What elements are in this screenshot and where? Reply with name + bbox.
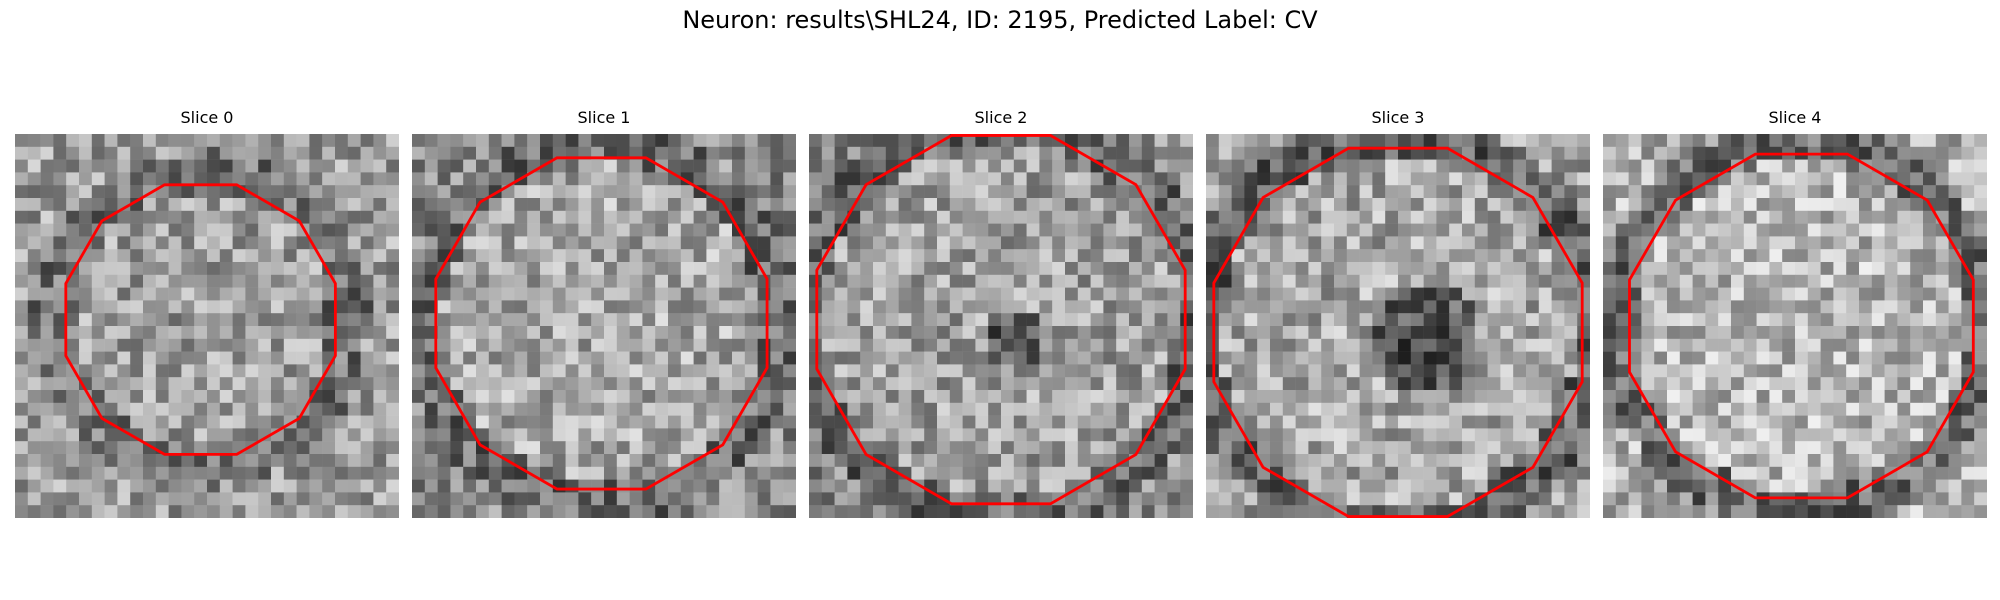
- slice-image-2: [809, 134, 1193, 518]
- contour-outline-1: [434, 156, 769, 491]
- pixel-grid-2: [809, 134, 1193, 518]
- contour-outline-3: [1212, 146, 1584, 518]
- slice-title-4: Slice 4: [1768, 108, 1822, 127]
- slice-image-1: [412, 134, 796, 518]
- slice-title-3: Slice 3: [1371, 108, 1425, 127]
- slice-image-3: [1206, 134, 1590, 518]
- figure-title: Neuron: results\SHL24, ID: 2195, Predict…: [682, 6, 1318, 34]
- contour-outline-4: [1628, 152, 1975, 500]
- slice-panel-4: Slice 4: [1603, 108, 1987, 518]
- contour-outline-2: [815, 134, 1187, 506]
- slice-image-4: [1603, 134, 1987, 518]
- slice-title-0: Slice 0: [180, 108, 234, 127]
- slice-panel-3: Slice 3: [1206, 108, 1590, 518]
- contour-outline-0: [64, 183, 337, 456]
- pixel-grid-1: [412, 134, 796, 518]
- slice-panel-1: Slice 1: [412, 108, 796, 518]
- slice-title-2: Slice 2: [974, 108, 1028, 127]
- pixel-grid-4: [1603, 134, 1987, 518]
- pixel-grid-0: [15, 134, 399, 518]
- slice-panel-0: Slice 0: [15, 108, 399, 518]
- slice-title-1: Slice 1: [577, 108, 631, 127]
- pixel-grid-3: [1206, 134, 1590, 518]
- slice-panel-2: Slice 2: [809, 108, 1193, 518]
- slice-image-0: [15, 134, 399, 518]
